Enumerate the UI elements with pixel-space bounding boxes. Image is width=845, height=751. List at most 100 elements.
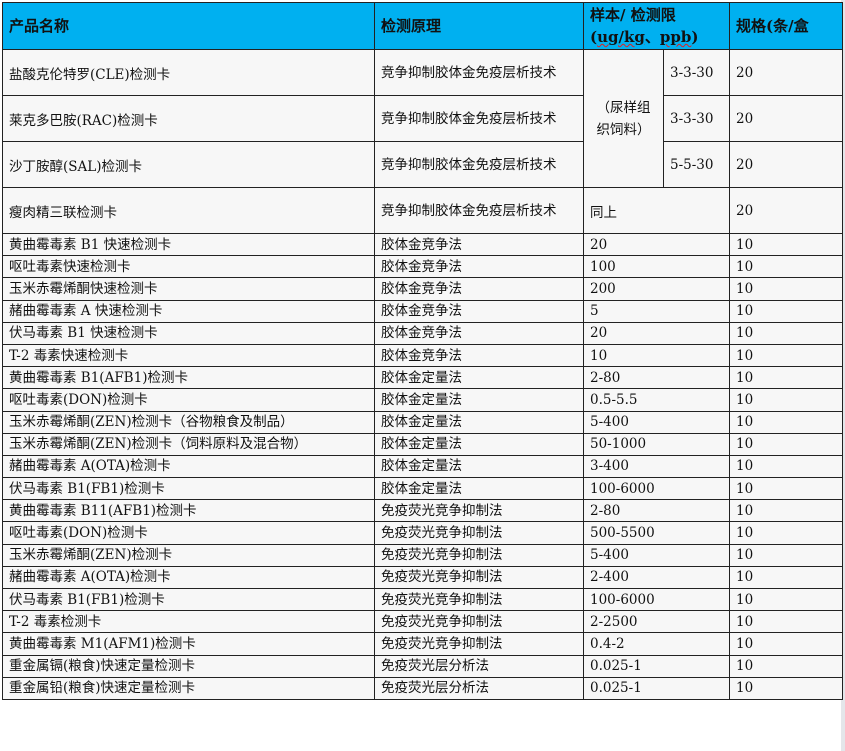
paren-close: ) bbox=[691, 28, 699, 46]
cell-spec: 10 bbox=[729, 521, 843, 545]
cell-principle: 免疫荧光层分析法 bbox=[374, 676, 584, 700]
table-row: 赭曲霉毒素 A(OTA)检测卡 胶体金定量法 3-400 10 bbox=[2, 454, 843, 479]
table-row: 黄曲霉毒素 M1(AFM1)检测卡 免疫荧光竞争抑制法 0.4-2 10 bbox=[2, 632, 843, 656]
cell-limit: 2-400 bbox=[583, 565, 730, 590]
cell-limit: 100 bbox=[583, 255, 730, 279]
cell-limit: 500-5500 bbox=[583, 521, 730, 545]
cell-limit: 2-80 bbox=[583, 499, 730, 523]
cell-principle: 胶体金竞争法 bbox=[374, 343, 584, 368]
cell-spec: 10 bbox=[729, 676, 843, 700]
table-row: 赭曲霉毒素 A(OTA)检测卡 免疫荧光竞争抑制法 2-400 10 bbox=[2, 565, 843, 590]
table-row: 黄曲霉毒素 B1(AFB1)检测卡 胶体金定量法 2-80 10 bbox=[2, 366, 843, 390]
table-row: T-2 毒素检测卡 免疫荧光竞争抑制法 2-2500 10 bbox=[2, 610, 843, 634]
cell-principle: 免疫荧光竞争抑制法 bbox=[374, 610, 584, 634]
table-row: 沙丁胺醇(SAL)检测卡 竞争抑制胶体金免疫层析技术 5-5-30 20 bbox=[2, 141, 843, 188]
table-row: 伏马毒素 B1(FB1)检测卡 胶体金定量法 100-6000 10 bbox=[2, 477, 843, 501]
table-row: 玉米赤霉烯酮(ZEN)检测卡（饲料原料及混合物） 胶体金定量法 50-1000 10 bbox=[2, 432, 843, 456]
cell-spec: 20 bbox=[729, 141, 843, 188]
table-row: 呕吐毒素快速检测卡 胶体金竞争法 100 10 bbox=[2, 255, 843, 279]
cell-principle: 胶体金竞争法 bbox=[374, 299, 584, 323]
cell-name: 瘦肉精三联检测卡 bbox=[2, 187, 375, 234]
cell-spec: 10 bbox=[729, 654, 843, 678]
cell-principle: 胶体金定量法 bbox=[374, 454, 584, 479]
cell-spec: 10 bbox=[729, 454, 843, 479]
cell-limit: 2-80 bbox=[583, 366, 730, 390]
cell-name: 赭曲霉毒素 A(OTA)检测卡 bbox=[2, 565, 375, 590]
cell-name: 黄曲霉毒素 B1 快速检测卡 bbox=[2, 232, 375, 257]
cell-limit: 5-400 bbox=[583, 410, 730, 434]
cell-limit: 2-2500 bbox=[583, 610, 730, 634]
cell-name: 呕吐毒素快速检测卡 bbox=[2, 255, 375, 279]
cell-name: 莱克多巴胺(RAC)检测卡 bbox=[2, 95, 375, 142]
cell-name: 玉米赤霉烯酮(ZEN)检测卡 bbox=[2, 543, 375, 567]
cell-name: 伏马毒素 B1 快速检测卡 bbox=[2, 321, 375, 345]
cell-spec: 20 bbox=[729, 49, 843, 96]
cell-principle: 胶体金竞争法 bbox=[374, 277, 584, 301]
cell-spec: 10 bbox=[729, 632, 843, 656]
cell-limit: 3-3-30 bbox=[663, 95, 730, 142]
cell-name: 赭曲霉毒素 A(OTA)检测卡 bbox=[2, 454, 375, 479]
table-row: 玉米赤霉烯酮(ZEN)检测卡（谷物粮食及制品） 胶体金定量法 5-400 10 bbox=[2, 410, 843, 434]
cell-limit: 20 bbox=[583, 321, 730, 345]
cell-limit: 50-1000 bbox=[583, 432, 730, 456]
cell-spec: 10 bbox=[729, 587, 843, 612]
cell-spec: 10 bbox=[729, 477, 843, 501]
table-row: 伏马毒素 B1(FB1)检测卡 免疫荧光竞争抑制法 100-6000 10 bbox=[2, 587, 843, 612]
page-edge bbox=[841, 0, 845, 751]
table-row: 黄曲霉毒素 B1 快速检测卡 胶体金竞争法 20 10 bbox=[2, 232, 843, 257]
cell-limit: 0.5-5.5 bbox=[583, 388, 730, 412]
cell-limit: 3-3-30 bbox=[663, 49, 730, 96]
cell-name: T-2 毒素快速检测卡 bbox=[2, 343, 375, 368]
cell-name: T-2 毒素检测卡 bbox=[2, 610, 375, 634]
unit-ugkg: ug/kg bbox=[597, 28, 645, 46]
cell-name: 玉米赤霉烯酮(ZEN)检测卡（饲料原料及混合物） bbox=[2, 432, 375, 456]
cell-spec: 10 bbox=[729, 410, 843, 434]
cell-principle: 免疫荧光层分析法 bbox=[374, 654, 584, 678]
table-row: 玉米赤霉烯酮(ZEN)检测卡 免疫荧光竞争抑制法 5-400 10 bbox=[2, 543, 843, 567]
cell-spec: 20 bbox=[729, 187, 843, 234]
cell-name: 伏马毒素 B1(FB1)检测卡 bbox=[2, 587, 375, 612]
cell-spec: 10 bbox=[729, 277, 843, 301]
cell-limit: 100-6000 bbox=[583, 587, 730, 612]
table-row: 黄曲霉毒素 B11(AFB1)检测卡 免疫荧光竞争抑制法 2-80 10 bbox=[2, 499, 843, 523]
cell-spec: 10 bbox=[729, 499, 843, 523]
cell-limit: 3-400 bbox=[583, 454, 730, 479]
cell-spec: 10 bbox=[729, 388, 843, 412]
table-row: 赭曲霉毒素 A 快速检测卡 胶体金竞争法 5 10 bbox=[2, 299, 843, 323]
cell-principle: 胶体金定量法 bbox=[374, 388, 584, 412]
table-row: 重金属铅(粮食)快速定量检测卡 免疫荧光层分析法 0.025-1 10 bbox=[2, 676, 843, 700]
cell-spec: 10 bbox=[729, 610, 843, 634]
header-row: 产品名称 检测原理 样本/ 检测限 (ug/kg、ppb) 规格(条/盒 bbox=[2, 2, 843, 50]
cell-limit: 200 bbox=[583, 277, 730, 301]
cell-principle: 竞争抑制胶体金免疫层析技术 bbox=[374, 49, 584, 96]
cell-principle: 免疫荧光竞争抑制法 bbox=[374, 587, 584, 612]
cell-spec: 10 bbox=[729, 299, 843, 323]
cell-limit: 5-5-30 bbox=[663, 141, 730, 188]
cell-principle: 免疫荧光竞争抑制法 bbox=[374, 521, 584, 545]
cell-principle: 胶体金定量法 bbox=[374, 477, 584, 501]
cell-limit: 5 bbox=[583, 299, 730, 323]
table-row: 盐酸克伦特罗(CLE)检测卡 竞争抑制胶体金免疫层析技术 （尿样组织饲料） 3-… bbox=[2, 49, 843, 188]
cell-principle: 竞争抑制胶体金免疫层析技术 bbox=[374, 187, 584, 234]
cell-principle: 竞争抑制胶体金免疫层析技术 bbox=[374, 95, 584, 142]
cell-limit: 100-6000 bbox=[583, 477, 730, 501]
cell-principle: 胶体金竞争法 bbox=[374, 232, 584, 257]
cell-principle: 胶体金定量法 bbox=[374, 432, 584, 456]
table-row: 莱克多巴胺(RAC)检测卡 竞争抑制胶体金免疫层析技术 3-3-30 20 bbox=[2, 95, 843, 142]
cell-name: 重金属铅(粮食)快速定量检测卡 bbox=[2, 676, 375, 700]
table-row: 玉米赤霉烯酮快速检测卡 胶体金竞争法 200 10 bbox=[2, 277, 843, 301]
cell-name: 伏马毒素 B1(FB1)检测卡 bbox=[2, 477, 375, 501]
header-principle: 检测原理 bbox=[374, 2, 584, 50]
header-limit: 样本/ 检测限 (ug/kg、ppb) bbox=[583, 2, 730, 50]
cell-principle: 免疫荧光竞争抑制法 bbox=[374, 543, 584, 567]
cell-limit: 0.4-2 bbox=[583, 632, 730, 656]
cell-principle: 免疫荧光竞争抑制法 bbox=[374, 565, 584, 590]
unit-ppb: ppb bbox=[659, 28, 692, 46]
table-row: 重金属镉(粮食)快速定量检测卡 免疫荧光层分析法 0.025-1 10 bbox=[2, 654, 843, 678]
cell-limit: 同上 bbox=[583, 187, 730, 234]
cell-sample-type: （尿样组织饲料） bbox=[583, 49, 664, 188]
table-row: 瘦肉精三联检测卡 竞争抑制胶体金免疫层析技术 同上 20 bbox=[2, 187, 843, 234]
cell-principle: 竞争抑制胶体金免疫层析技术 bbox=[374, 141, 584, 188]
cell-principle: 胶体金竞争法 bbox=[374, 321, 584, 345]
cell-name: 玉米赤霉烯酮(ZEN)检测卡（谷物粮食及制品） bbox=[2, 410, 375, 434]
